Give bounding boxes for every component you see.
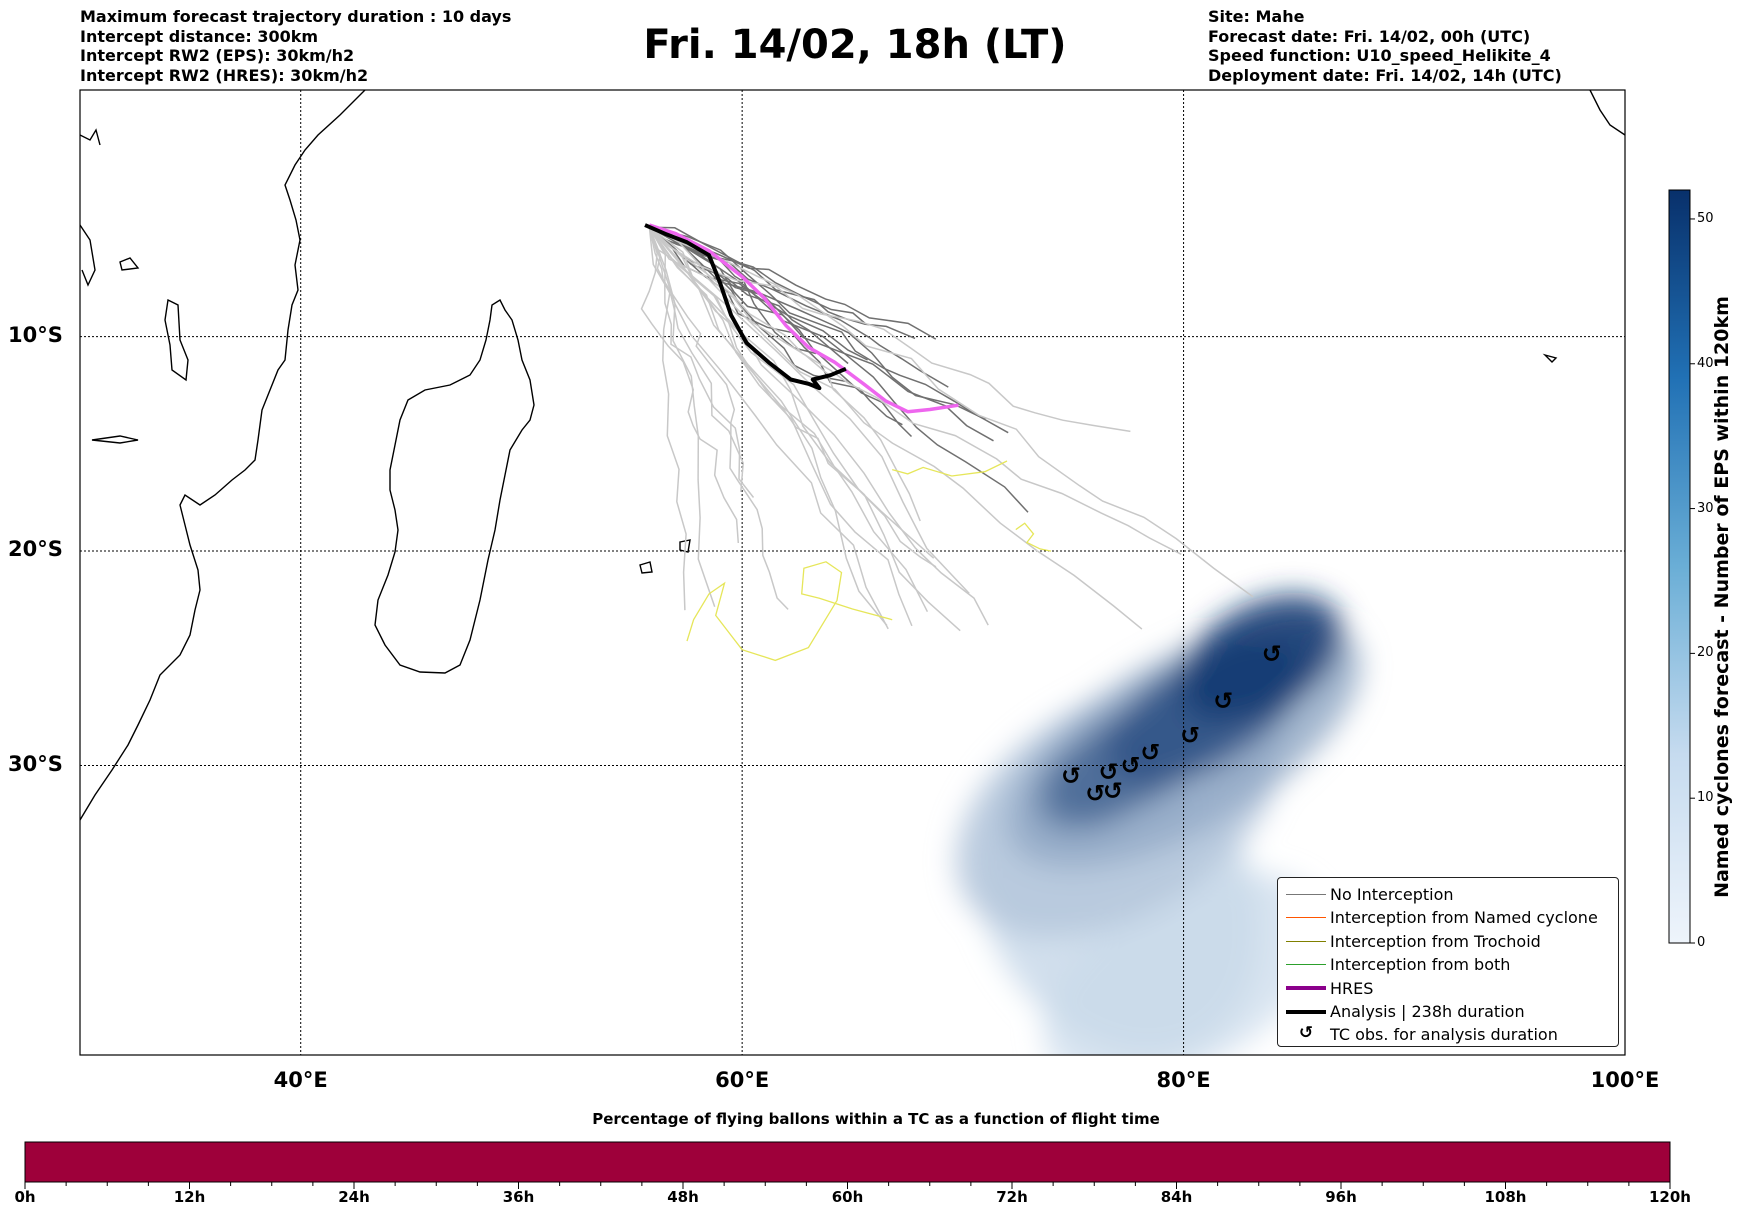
tc-observation-icon: ↺ [1103,777,1123,805]
colorbar-tick-label: 30 [1697,500,1714,516]
header-line: Intercept RW2 (EPS): 30km/h2 [80,46,355,65]
flight-time-label: 96h [1325,1188,1357,1206]
header-info-right: Site: Mahe Forecast date: Fri. 14/02, 00… [1208,7,1562,85]
legend-label: Analysis | 238h duration [1330,1002,1525,1021]
tc-observation-icon: ↺ [1262,640,1282,668]
longitude-label: 80°E [1156,1068,1211,1092]
tc-observation-icon: ↺ [1061,762,1081,790]
eps-trajectory [649,226,921,522]
trochoid-trajectories [686,460,1052,662]
legend-label: Interception from Named cyclone [1330,908,1598,928]
colorbar-tick-label: 10 [1697,790,1714,806]
legend: No Interception Interception from Named c… [1277,877,1619,1047]
eps-trajectory [648,226,1182,555]
tc-observation-icon: ↺ [1180,721,1200,749]
colorbar-tick-label: 40 [1697,355,1714,371]
tc-observation-icon: ↺ [1098,758,1118,786]
header-line: Intercept RW2 (HRES): 30km/h2 [80,65,369,85]
flight-time-label: 0h [14,1188,36,1206]
latitude-label: 30°S [8,751,63,776]
density-blob [1179,594,1342,723]
header-line: Site: Mahe [1208,7,1305,26]
legend-swatch [1286,893,1326,895]
header-line: Speed function: U10_speed_Helikite_4 [1208,46,1551,65]
flight-time-title: Percentage of flying ballons within a TC… [592,1110,1160,1128]
eps-trajectory [648,226,866,325]
eps-trajectory [648,226,970,594]
eps-trajectory [648,226,1131,433]
graticule [80,90,1625,1055]
flight-time-label: 36h [502,1188,535,1206]
flight-time-label: 24h [338,1188,370,1206]
tc-observation-icon: ↺ [1140,739,1160,767]
cyclone-density-field [955,594,1361,1055]
colorbar-tick-label: 0 [1697,935,1706,950]
analysis-trajectory [644,223,847,391]
legend-swatch [1286,986,1326,991]
header-line: Intercept distance: 300km [80,26,319,46]
colorbar-tick-label: 20 [1697,645,1714,661]
longitude-label: 100°E [1590,1068,1660,1092]
legend-label: No Interception [1330,885,1454,904]
latitude-label: 20°S [8,537,63,562]
flight-time-bar [24,1141,1671,1183]
header-line: Maximum forecast trajectory duration : 1… [80,7,512,26]
tc-observation-icon: ↺ [1085,779,1105,807]
flight-time-label: 48h [667,1188,699,1206]
eps-trajectory [648,226,989,626]
colorbar-label: Named cyclones forecast - Number of EPS … [1711,296,1733,898]
header-info-left: Maximum forecast trajectory duration : 1… [80,7,511,85]
flight-time-label: 120h [1649,1188,1691,1206]
colorbar-tick-label: 50 [1697,210,1714,226]
map-frame [79,89,1626,1056]
eps-trajectory [648,226,929,613]
legend-label: Interception from Trochoid [1330,931,1541,951]
trochoid-trajectory [1015,522,1052,552]
eps-trajectory [649,226,1009,434]
legend-swatch [1286,1009,1326,1014]
flight-time-label: 72h [996,1188,1028,1206]
page-title: Fri. 14/02, 18h (LT) [643,22,1067,68]
colorbar-ticks [1690,218,1695,944]
tc-observations: ↺↺↺↺↺↺↺↺↺ [1061,640,1282,807]
eps-trajectory [648,226,716,607]
eps-trajectory [648,226,913,627]
flight-time-label: 12h [173,1188,206,1206]
trochoid-trajectory [892,460,1008,477]
flight-time-label: 84h [1160,1188,1193,1206]
flight-time-ticks [24,1182,1671,1189]
eps-trajectory [649,226,986,421]
tc-observation-icon: ↺ [1121,752,1141,780]
header-line: Deployment date: Fri. 14/02, 14h (UTC) [1208,65,1562,85]
legend-label: Interception from both [1330,955,1511,975]
latitude-label: 10°S [8,322,63,347]
longitude-label: 60°E [715,1068,770,1092]
coastlines [80,90,1625,821]
longitude-label: 40°E [273,1068,328,1092]
header-line: Forecast date: Fri. 14/02, 00h (UTC) [1208,26,1531,46]
legend-swatch [1286,917,1326,919]
legend-swatch [1286,963,1326,965]
legend-swatch [1286,940,1326,942]
hres-trajectory [648,223,959,414]
trochoid-trajectory [686,561,893,662]
tc-observation-icon: ↺ [1213,687,1233,715]
flight-time-label: 108h [1484,1188,1527,1206]
flight-time-label: 60h [831,1188,864,1206]
legend-label: HRES [1330,978,1374,998]
eps-trajectory [648,227,687,611]
legend-label: TC obs. for analysis duration [1330,1025,1558,1045]
eps-trajectory [649,226,949,388]
eps-trajectory [649,226,1254,598]
tc-observation-icon: ↺ [1298,1023,1314,1044]
eps-trajectory [649,226,1029,513]
eps-trajectory [648,226,889,630]
colorbar [1668,189,1691,944]
eps-trajectory [648,227,789,610]
